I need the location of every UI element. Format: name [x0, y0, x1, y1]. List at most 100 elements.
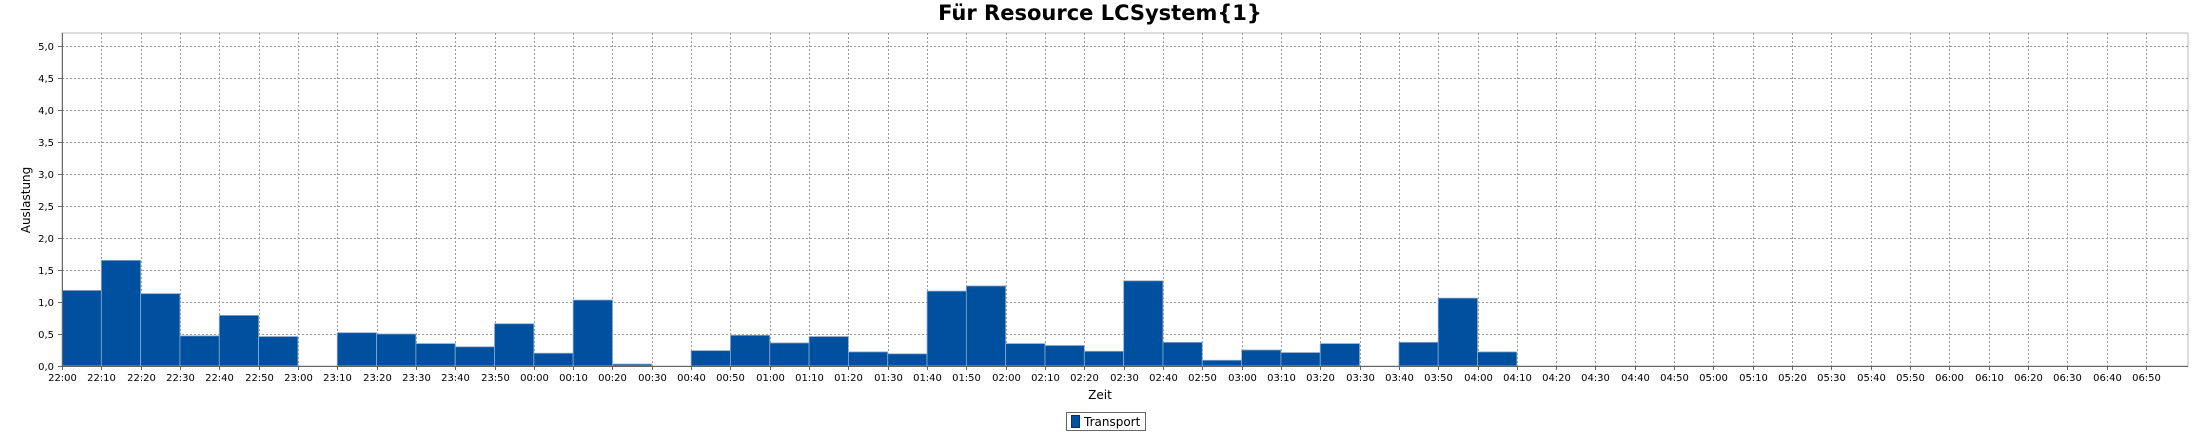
x-tick-label: 01:10	[795, 373, 824, 384]
x-tick-label: 05:00	[1699, 373, 1728, 384]
x-tick-label: 23:40	[441, 373, 470, 384]
legend-label-transport: Transport	[1084, 414, 1141, 429]
x-tick-label: 05:50	[1896, 373, 1925, 384]
bar	[61, 290, 102, 367]
x-tick-label: 23:50	[481, 373, 510, 384]
y-tick-label: 0,5	[38, 330, 54, 341]
bar	[258, 336, 299, 367]
x-tick-label: 06:20	[2014, 373, 2043, 384]
x-tick-label: 06:50	[2132, 373, 2161, 384]
bar	[1123, 280, 1164, 367]
bar	[1201, 359, 1243, 367]
x-tick-label: 06:10	[1975, 373, 2004, 384]
bar	[612, 363, 653, 367]
x-tick-label: 03:10	[1267, 373, 1296, 384]
x-axis-title: Zeit	[1088, 388, 1112, 402]
x-tick-label: 03:50	[1424, 373, 1453, 384]
x-tick-label: 04:00	[1464, 373, 1493, 384]
x-tick-label: 22:50	[245, 373, 274, 384]
bar	[730, 334, 771, 367]
bar	[140, 293, 181, 367]
x-tick-label: 22:40	[205, 373, 234, 384]
x-tick-label: 02:50	[1188, 373, 1217, 384]
x-tick-label: 00:00	[520, 373, 549, 384]
x-tick-label: 03:40	[1385, 373, 1414, 384]
y-axis-title: Auslastung	[19, 167, 33, 234]
x-tick-label: 22:00	[48, 373, 77, 384]
x-tick-label: 23:00	[284, 373, 313, 384]
bar	[808, 336, 849, 367]
x-tick-label: 01:50	[952, 373, 981, 384]
bar	[218, 315, 259, 367]
bar	[1083, 350, 1125, 367]
x-tick-label: 02:20	[1070, 373, 1099, 384]
y-tick-label: 5,0	[38, 42, 54, 53]
x-tick-label: 03:00	[1228, 373, 1257, 384]
bar	[965, 285, 1007, 367]
bar	[1398, 341, 1439, 367]
x-tick-label: 02:10	[1031, 373, 1060, 384]
bar	[1437, 297, 1478, 367]
y-tick-label: 4,5	[38, 74, 54, 85]
bar	[100, 259, 142, 367]
x-tick-label: 00:50	[716, 373, 745, 384]
x-tick-label: 00:40	[677, 373, 706, 384]
x-tick-label: 23:30	[402, 373, 431, 384]
x-tick-label: 05:10	[1739, 373, 1768, 384]
y-tick-label: 3,5	[38, 138, 54, 149]
x-tick-label: 04:20	[1542, 373, 1571, 384]
y-tick-label: 1,0	[38, 298, 54, 309]
x-tick-label: 04:30	[1581, 373, 1610, 384]
y-tick-label: 2,0	[38, 234, 54, 245]
bar	[887, 353, 928, 367]
bar	[1162, 341, 1203, 367]
x-tick-label: 05:20	[1778, 373, 1807, 384]
x-tick-label: 04:40	[1621, 373, 1650, 384]
y-tick-label: 0,0	[38, 362, 54, 373]
y-tick-labels: 0,0 0,5 1,0 1,5 2,0 2,5 3,0 3,5 4,0 4,5 5,0	[38, 42, 54, 373]
bar	[533, 352, 574, 367]
x-tick-label: 04:10	[1503, 373, 1532, 384]
grid-lines	[61, 32, 2189, 367]
bar	[848, 351, 889, 367]
bar	[1477, 351, 1518, 367]
bar	[494, 323, 535, 367]
x-tick-label: 00:20	[598, 373, 627, 384]
y-tick-label: 2,5	[38, 202, 54, 213]
chart-title: Für Resource LCSystem{1}	[938, 1, 1262, 25]
y-tick-label: 4,0	[38, 106, 54, 117]
bar	[769, 342, 810, 367]
x-tick-labels: 22:00 22:10 22:20 22:30 22:40 22:50 23:00 23:10…	[48, 373, 2161, 384]
x-tick-label: 00:10	[559, 373, 588, 384]
y-tick-label: 3,0	[38, 170, 54, 181]
axes	[58, 33, 2188, 370]
bar	[336, 332, 377, 367]
bar	[1280, 352, 1321, 367]
bar	[376, 333, 417, 367]
bar	[454, 346, 495, 367]
x-tick-label: 02:30	[1110, 373, 1139, 384]
x-tick-label: 06:00	[1935, 373, 1964, 384]
legend-swatch-transport	[1071, 415, 1080, 428]
bar	[926, 290, 967, 367]
x-tick-label: 02:40	[1149, 373, 1178, 384]
bar-series-transport	[61, 259, 1518, 367]
x-tick-label: 01:20	[834, 373, 863, 384]
x-tick-label: 03:20	[1306, 373, 1335, 384]
x-tick-label: 23:10	[323, 373, 352, 384]
x-tick-label: 03:30	[1346, 373, 1375, 384]
x-tick-label: 01:00	[756, 373, 785, 384]
x-tick-label: 22:10	[87, 373, 116, 384]
x-tick-label: 01:40	[913, 373, 942, 384]
bar	[415, 343, 456, 367]
x-tick-label: 00:30	[638, 373, 667, 384]
x-tick-label: 04:50	[1660, 373, 1689, 384]
x-tick-label: 06:40	[2093, 373, 2122, 384]
x-tick-label: 01:30	[874, 373, 903, 384]
bar	[1241, 349, 1282, 367]
bar	[690, 350, 731, 367]
legend: Transport	[1066, 412, 1147, 431]
bar	[1005, 343, 1046, 367]
x-tick-label: 05:40	[1857, 373, 1886, 384]
